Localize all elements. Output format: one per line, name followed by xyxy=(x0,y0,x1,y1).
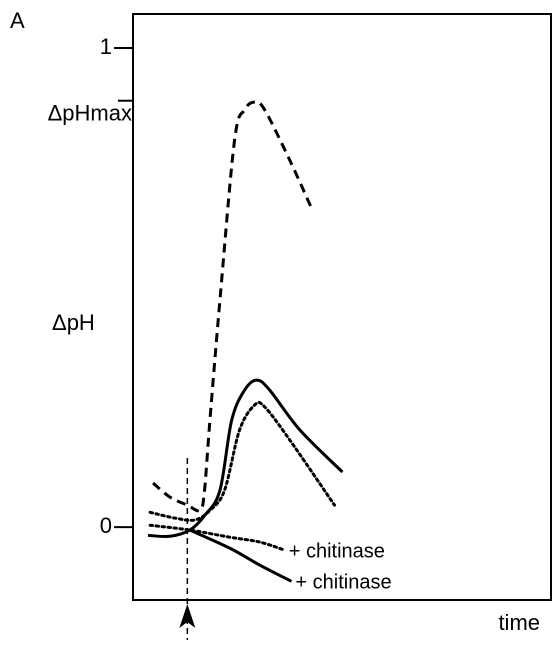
line xyxy=(148,400,336,522)
y-tick-label: ΔpHmax xyxy=(48,101,132,126)
y-tick-label: 0 xyxy=(100,513,112,538)
plot-frame xyxy=(132,13,552,601)
line xyxy=(152,100,313,513)
line xyxy=(147,378,344,539)
series-label: + chitinase xyxy=(295,572,391,594)
x-axis-label: time xyxy=(498,610,540,635)
line xyxy=(148,523,287,552)
event-arrow xyxy=(179,604,196,628)
y-axis-label: ΔpH xyxy=(52,310,95,335)
line xyxy=(189,528,293,583)
series-label: + chitinase xyxy=(289,540,385,562)
panel-label: A xyxy=(10,8,25,33)
y-tick-label: 1 xyxy=(100,34,112,59)
